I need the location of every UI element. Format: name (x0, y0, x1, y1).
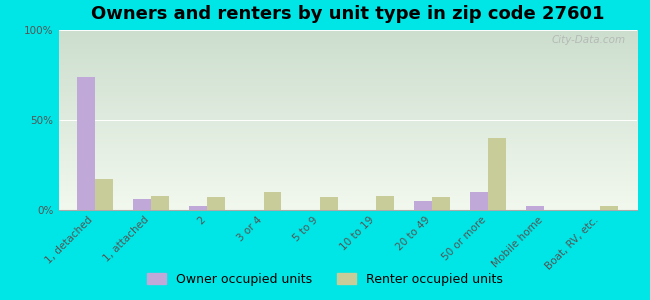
Bar (414, 201, 432, 210)
Legend: Owner occupied units, Renter occupied units: Owner occupied units, Renter occupied un… (142, 268, 508, 291)
Bar (263, 192, 281, 210)
Bar (207, 197, 226, 210)
Text: City-Data.com: City-Data.com (551, 35, 625, 45)
Bar (133, 199, 151, 210)
Bar (320, 197, 337, 210)
Bar (95, 179, 113, 210)
Bar (189, 206, 207, 210)
Bar (470, 192, 488, 210)
Bar (151, 196, 169, 210)
Bar (432, 197, 450, 210)
Bar (376, 196, 394, 210)
Title: Owners and renters by unit type in zip code 27601: Owners and renters by unit type in zip c… (91, 5, 604, 23)
Bar (601, 206, 618, 210)
Bar (526, 206, 544, 210)
Bar (488, 138, 506, 210)
Bar (77, 77, 95, 210)
